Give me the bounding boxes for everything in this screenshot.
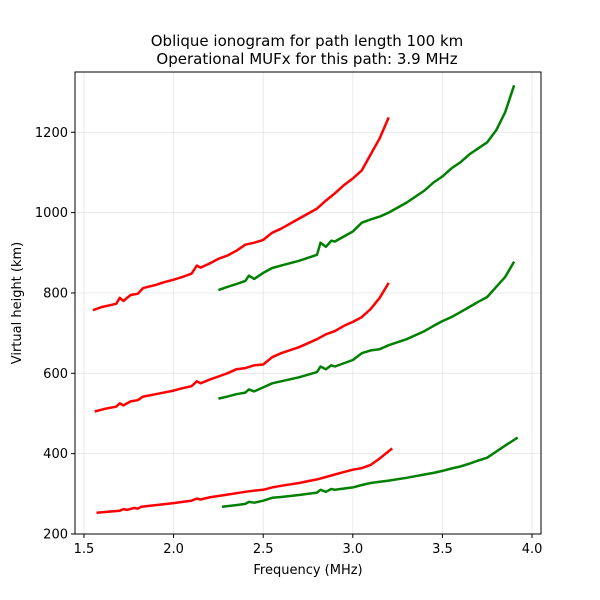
red-trace-line-3 (92, 116, 390, 312)
red-trace-line-2 (94, 282, 390, 413)
green-trace-line-5 (218, 260, 516, 400)
chart-title: Oblique ionogram for path length 100 km (151, 32, 464, 50)
y-tick-label: 200 (43, 528, 68, 543)
y-axis-label: Virtual height (km) (10, 242, 25, 365)
x-tick-label: 4.0 (522, 542, 543, 557)
grid-layer (75, 72, 541, 535)
chart-subtitle: Operational MUFx for this path: 3.9 MHz (156, 50, 457, 68)
x-tick-label: 2.0 (163, 542, 184, 557)
tick-layer: 1.5 2.0 2.5 3.0 3.5 4.0 200 400 600 800 1000 1200 (35, 126, 542, 557)
plot-frame (74, 71, 542, 535)
x-tick-label: 3.5 (432, 542, 453, 557)
y-tick-label: 600 (43, 367, 68, 382)
y-tick-label: 1200 (35, 126, 68, 141)
x-tick-label: 3.0 (342, 542, 363, 557)
green-trace-line-6 (217, 84, 516, 292)
x-axis-label: Frequency (MHz) (253, 563, 362, 578)
y-tick-label: 400 (43, 447, 68, 462)
red-trace-line-1 (96, 447, 393, 514)
series-layer (92, 84, 519, 514)
x-tick-label: 2.5 (253, 542, 274, 557)
green-trace-line-4 (221, 436, 519, 508)
y-tick-label: 800 (43, 286, 68, 301)
y-tick-label: 1000 (35, 206, 68, 221)
x-tick-label: 1.5 (74, 542, 95, 557)
